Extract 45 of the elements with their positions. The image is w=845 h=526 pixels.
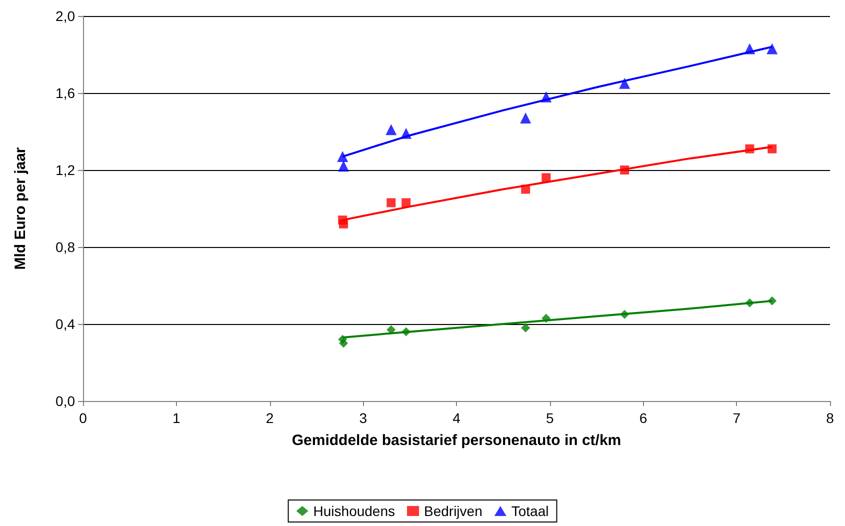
x-tick-label: 6 [639,410,648,426]
x-tick-label: 7 [732,410,741,426]
y-tick-label: 0,0 [56,393,76,409]
point [339,338,348,348]
point [338,160,350,172]
legend-label: Bedrijven [424,503,482,519]
y-axis-title: Mld Euro per jaar [12,147,29,270]
y-tick-label: 0,4 [56,316,76,332]
point [400,128,412,139]
x-tick-label: 0 [79,410,88,426]
point [402,327,411,336]
point [620,166,630,174]
point [386,124,397,136]
point [745,298,754,308]
x-tick-label: 4 [452,410,461,426]
point [402,198,411,208]
point [619,78,630,89]
point [768,296,777,306]
point [521,184,530,194]
point [745,144,754,154]
point [540,91,552,102]
legend-label: Totaal [511,503,549,519]
y-tick-label: 1,6 [56,85,76,101]
point [542,173,551,182]
point [337,151,348,162]
point [521,323,530,332]
point [768,144,777,154]
point [766,43,778,54]
point [520,112,532,124]
y-tick-label: 2,0 [56,8,76,24]
point [386,325,396,334]
point [339,219,348,228]
point [542,314,551,323]
point [744,43,756,54]
y-tick-label: 0,8 [56,239,76,255]
x-tick-label: 5 [546,410,554,426]
x-axis-title: Gemiddelde basistarief personenauto in ct/km [292,432,622,449]
point [386,198,396,208]
x-tick-label: 3 [359,410,368,426]
x-tick-label: 8 [826,410,834,426]
y-tick-label: 1,2 [56,162,76,178]
x-tick-label: 1 [172,410,180,426]
legend-label: Huishoudens [313,503,396,519]
point [620,310,630,319]
x-tick-label: 2 [266,410,274,426]
